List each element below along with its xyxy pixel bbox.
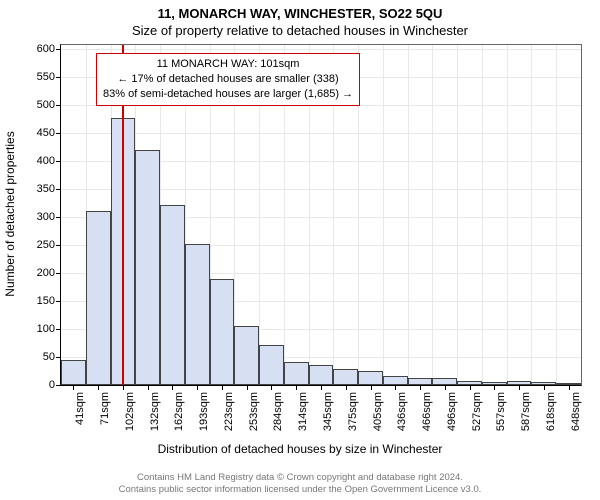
xtick-mark (148, 385, 149, 390)
callout-line2: ← 17% of detached houses are smaller (33… (103, 72, 353, 87)
ytick-mark (56, 329, 61, 330)
xtick-label: 314sqm (295, 392, 309, 431)
callout-line1: 11 MONARCH WAY: 101sqm (103, 57, 353, 72)
xtick-mark (346, 385, 347, 390)
xtick-mark (470, 385, 471, 390)
bar (234, 326, 259, 385)
xtick-label: 436sqm (394, 392, 408, 431)
xtick-label: 527sqm (469, 392, 483, 431)
xtick-label: 618sqm (543, 392, 557, 431)
ytick-mark (56, 77, 61, 78)
bar (86, 211, 111, 385)
xtick-mark (569, 385, 570, 390)
bar (408, 378, 433, 385)
bar (210, 279, 235, 385)
gridline-v (531, 45, 532, 385)
footer-attribution: Contains HM Land Registry data © Crown c… (0, 472, 600, 496)
xtick-mark (321, 385, 322, 390)
gridline-v (432, 45, 433, 385)
bar (185, 244, 210, 385)
ytick-mark (56, 49, 61, 50)
chart-title-sub: Size of property relative to detached ho… (0, 21, 600, 38)
gridline-v (457, 45, 458, 385)
xtick-mark (544, 385, 545, 390)
xtick-label: 284sqm (270, 392, 284, 431)
gridline-h (61, 105, 581, 106)
xtick-mark (395, 385, 396, 390)
x-axis-label: Distribution of detached houses by size … (0, 442, 600, 456)
xtick-label: 162sqm (171, 392, 185, 431)
xtick-label: 587sqm (518, 392, 532, 431)
ytick-mark (56, 245, 61, 246)
xtick-mark (197, 385, 198, 390)
callout-line3: 83% of semi-detached houses are larger (… (103, 87, 353, 102)
xtick-mark (296, 385, 297, 390)
ytick-mark (56, 301, 61, 302)
xtick-label: 345sqm (320, 392, 334, 431)
xtick-label: 71sqm (97, 392, 111, 425)
xtick-mark (98, 385, 99, 390)
xtick-mark (123, 385, 124, 390)
ytick-mark (56, 133, 61, 134)
bar (358, 371, 383, 385)
xtick-label: 405sqm (370, 392, 384, 431)
gridline-h (61, 49, 581, 50)
xtick-label: 648sqm (568, 392, 582, 431)
xtick-label: 193sqm (196, 392, 210, 431)
plot-area: 05010015020025030035040045050055060041sq… (60, 44, 582, 386)
bar (61, 360, 86, 385)
gridline-v (408, 45, 409, 385)
ytick-mark (56, 273, 61, 274)
bar (383, 376, 408, 386)
ytick-mark (56, 161, 61, 162)
ytick-mark (56, 357, 61, 358)
xtick-mark (519, 385, 520, 390)
xtick-label: 132sqm (147, 392, 161, 431)
bar (160, 205, 185, 385)
xtick-label: 557sqm (493, 392, 507, 431)
gridline-h (61, 133, 581, 134)
xtick-label: 41sqm (72, 392, 86, 425)
ytick-mark (56, 217, 61, 218)
xtick-label: 375sqm (345, 392, 359, 431)
xtick-mark (271, 385, 272, 390)
bar (284, 362, 309, 385)
bar (259, 345, 284, 385)
xtick-label: 102sqm (122, 392, 136, 431)
xtick-label: 253sqm (246, 392, 260, 431)
xtick-label: 223sqm (221, 392, 235, 431)
bar (432, 378, 457, 385)
xtick-label: 496sqm (444, 392, 458, 431)
xtick-mark (494, 385, 495, 390)
gridline-v (507, 45, 508, 385)
xtick-label: 466sqm (419, 392, 433, 431)
ytick-mark (56, 105, 61, 106)
xtick-mark (73, 385, 74, 390)
ytick-mark (56, 189, 61, 190)
xtick-mark (420, 385, 421, 390)
xtick-mark (172, 385, 173, 390)
bar (309, 365, 334, 385)
gridline-v (556, 45, 557, 385)
xtick-mark (247, 385, 248, 390)
footer-line-1: Contains HM Land Registry data © Crown c… (0, 472, 600, 484)
bar (333, 369, 358, 385)
footer-line-2: Contains public sector information licen… (0, 484, 600, 496)
chart-title-main: 11, MONARCH WAY, WINCHESTER, SO22 5QU (0, 0, 600, 21)
xtick-mark (222, 385, 223, 390)
xtick-mark (445, 385, 446, 390)
gridline-v (482, 45, 483, 385)
xtick-mark (371, 385, 372, 390)
bar (135, 150, 160, 385)
y-axis-label: Number of detached properties (3, 131, 17, 296)
ytick-mark (56, 385, 61, 386)
callout-box: 11 MONARCH WAY: 101sqm← 17% of detached … (96, 53, 360, 106)
gridline-v (383, 45, 384, 385)
